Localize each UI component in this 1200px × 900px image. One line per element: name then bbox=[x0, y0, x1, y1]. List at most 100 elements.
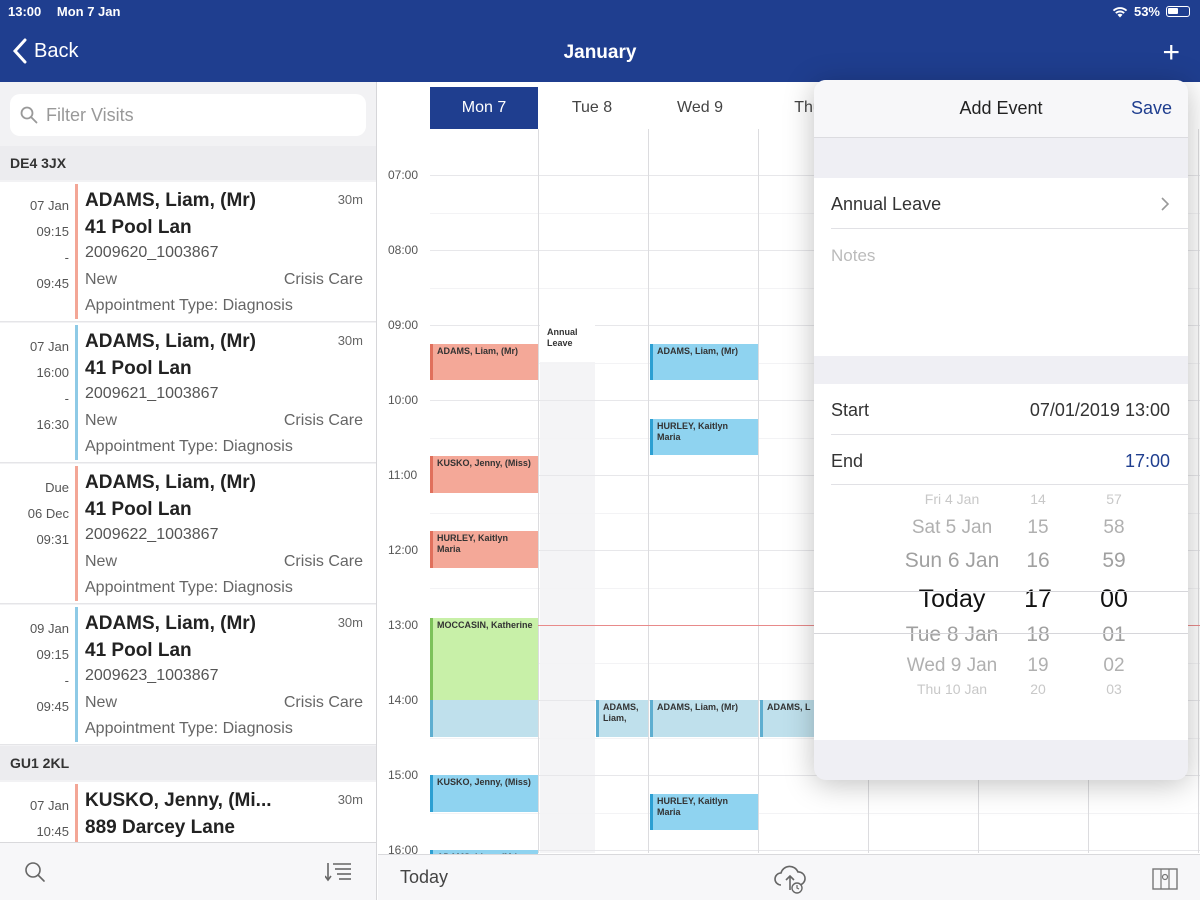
picker-hour[interactable]: 18 bbox=[1026, 623, 1050, 646]
sort-icon[interactable] bbox=[325, 861, 353, 883]
care-type: Crisis Care bbox=[283, 412, 363, 429]
calendar-event[interactable]: ADAMS, Liam, bbox=[596, 700, 648, 737]
picker-minute[interactable]: 03 bbox=[1106, 681, 1122, 697]
patient-address: 41 Pool Lan bbox=[85, 358, 192, 379]
half-hour-line bbox=[430, 812, 1200, 814]
today-button[interactable]: Today bbox=[400, 867, 449, 887]
picker-minute[interactable]: 59 bbox=[1102, 549, 1126, 572]
picker-date[interactable]: Sat 5 Jan bbox=[911, 517, 993, 538]
calendar-event[interactable]: ADAMS, Liam, (Mr) bbox=[650, 700, 758, 737]
visit-due: Due bbox=[45, 480, 69, 495]
patient-address: 41 Pool Lan bbox=[85, 640, 192, 661]
calendar-event[interactable]: KUSKO, Jenny, (Miss) bbox=[430, 775, 538, 812]
filter-visits-input[interactable]: Filter Visits bbox=[10, 94, 366, 136]
picker-date[interactable]: Thu 10 Jan bbox=[916, 681, 988, 697]
visit-status: New bbox=[85, 412, 118, 429]
picker-hour[interactable]: 15 bbox=[1027, 517, 1049, 538]
day-tab[interactable]: Mon 7 bbox=[430, 87, 538, 129]
visit-end: 09:45 bbox=[36, 699, 69, 714]
cloud-upload-icon[interactable] bbox=[773, 863, 807, 895]
patient-address: 41 Pool Lan bbox=[85, 217, 192, 238]
picker-minute[interactable]: 00 bbox=[1100, 585, 1128, 613]
visit-item[interactable]: Due 06 Dec 09:31 ADAMS, Liam, (Mr) 41 Po… bbox=[0, 464, 376, 604]
picker-minute[interactable]: 01 bbox=[1102, 623, 1126, 646]
add-event-popover: Add Event Save Annual Leave Notes Start … bbox=[814, 80, 1188, 780]
visit-color-bar bbox=[75, 184, 78, 319]
calendar-event[interactable]: HURLEY, Kaitlyn Maria bbox=[650, 793, 758, 831]
end-label: End bbox=[831, 451, 864, 471]
unavailable-block bbox=[540, 325, 595, 853]
notes-field[interactable]: Notes bbox=[831, 246, 876, 265]
calendar-event[interactable]: ADAMS, Liam, (Mr) bbox=[650, 343, 758, 381]
visits-sidebar: Filter Visits DE4 3JX 07 Jan 09:15 - 09:… bbox=[0, 82, 377, 900]
visit-reference: 2009622_1003867 bbox=[85, 526, 219, 543]
picker-hour[interactable]: 16 bbox=[1026, 549, 1050, 572]
hour-label: 08:00 bbox=[388, 243, 419, 257]
hour-label: 14:00 bbox=[388, 693, 419, 707]
visit-end: 09:45 bbox=[36, 276, 69, 291]
wifi-icon bbox=[1112, 6, 1128, 17]
appointment-type: Appointment Type: Diagnosis bbox=[85, 720, 293, 737]
visit-duration: 30m bbox=[337, 333, 363, 348]
picker-hour[interactable]: 14 bbox=[1030, 491, 1046, 507]
hour-line bbox=[430, 775, 1200, 776]
back-label: Back bbox=[34, 39, 79, 62]
event-time-section: Start 07/01/2019 13:00 End 17:00 bbox=[814, 384, 1188, 485]
care-type: Crisis Care bbox=[283, 271, 363, 288]
status-time: 13:00 bbox=[8, 4, 42, 19]
picker-minute[interactable]: 57 bbox=[1106, 491, 1122, 507]
page-title: January bbox=[563, 42, 637, 63]
map-icon[interactable] bbox=[1152, 867, 1178, 891]
visit-item[interactable]: 07 Jan 16:00 - 16:30 ADAMS, Liam, (Mr) 3… bbox=[0, 323, 376, 463]
picker-date[interactable]: Wed 9 Jan bbox=[906, 655, 998, 676]
picker-selection-line bbox=[814, 633, 1188, 634]
picker-minute[interactable]: 58 bbox=[1103, 517, 1125, 538]
event-type-label[interactable]: Annual Leave bbox=[831, 194, 942, 214]
picker-date[interactable]: Today bbox=[918, 585, 986, 613]
patient-address: 889 Darcey Lane bbox=[85, 817, 235, 838]
calendar-event[interactable]: ADAMS, Liam, (Mr) bbox=[430, 343, 538, 381]
start-value[interactable]: 07/01/2019 13:00 bbox=[1029, 400, 1170, 420]
end-value[interactable]: 17:00 bbox=[1124, 451, 1170, 471]
picker-minute[interactable]: 02 bbox=[1103, 655, 1125, 676]
day-tabs: Mon 7 Tue 8 Wed 9 Thu bbox=[430, 87, 862, 129]
day-tab[interactable]: Wed 9 bbox=[677, 99, 723, 116]
chevron-right-icon bbox=[1161, 197, 1170, 211]
save-button[interactable]: Save bbox=[1130, 98, 1172, 118]
calendar-event[interactable]: HURLEY, Kaitlyn Maria bbox=[430, 531, 538, 568]
picker-hour[interactable]: 19 bbox=[1027, 655, 1049, 676]
visit-color-bar bbox=[75, 607, 78, 742]
visit-date: 07 Jan bbox=[29, 798, 69, 813]
navigation-bar: 13:00 Mon 7 Jan 53% Back January + bbox=[0, 0, 1200, 82]
visit-date: 07 Jan bbox=[29, 339, 69, 354]
back-button[interactable]: Back bbox=[12, 38, 78, 64]
visit-item[interactable]: 09 Jan 09:15 - 09:45 ADAMS, Liam, (Mr) 3… bbox=[0, 605, 376, 745]
picker-date[interactable]: Tue 8 Jan bbox=[905, 623, 999, 646]
calendar-event[interactable] bbox=[430, 700, 538, 737]
picker-date[interactable]: Fri 4 Jan bbox=[924, 491, 980, 507]
patient-name: KUSKO, Jenny, (Mi... bbox=[85, 790, 272, 811]
hour-line bbox=[430, 850, 1200, 851]
visit-date: 07 Jan bbox=[29, 198, 69, 213]
visit-reference: 2009623_1003867 bbox=[85, 667, 219, 684]
date-time-picker[interactable]: Fri 4 Jan Sat 5 Jan Sun 6 Jan Today Tue 8 Ja… bbox=[814, 485, 1188, 740]
day-column-divider bbox=[1198, 129, 1199, 853]
picker-date[interactable]: Sun 6 Jan bbox=[904, 549, 1000, 572]
search-icon[interactable] bbox=[24, 861, 46, 883]
picker-hour[interactable]: 17 bbox=[1024, 585, 1052, 613]
calendar-event[interactable]: KUSKO, Jenny, (Miss) bbox=[430, 456, 538, 493]
calendar-event[interactable]: HURLEY, Kaitlyn Maria bbox=[650, 418, 758, 456]
visit-start: 09:15 bbox=[36, 647, 69, 662]
visit-reference: 2009620_1003867 bbox=[85, 244, 219, 261]
calendar-event[interactable]: Annual Leave bbox=[540, 325, 595, 362]
battery-icon bbox=[1166, 6, 1190, 17]
add-event-button[interactable]: + bbox=[1162, 36, 1180, 69]
hour-label: 10:00 bbox=[388, 393, 419, 407]
picker-hour[interactable]: 20 bbox=[1030, 681, 1046, 697]
visit-start: 16:00 bbox=[36, 365, 69, 380]
visit-item[interactable]: 07 Jan 09:15 - 09:45 ADAMS, Liam, (Mr) 3… bbox=[0, 182, 376, 322]
day-tab[interactable]: Tue 8 bbox=[571, 99, 613, 116]
patient-name: ADAMS, Liam, (Mr) bbox=[85, 472, 256, 493]
visit-dash: - bbox=[64, 673, 69, 688]
appointment-type: Appointment Type: Diagnosis bbox=[85, 579, 293, 596]
